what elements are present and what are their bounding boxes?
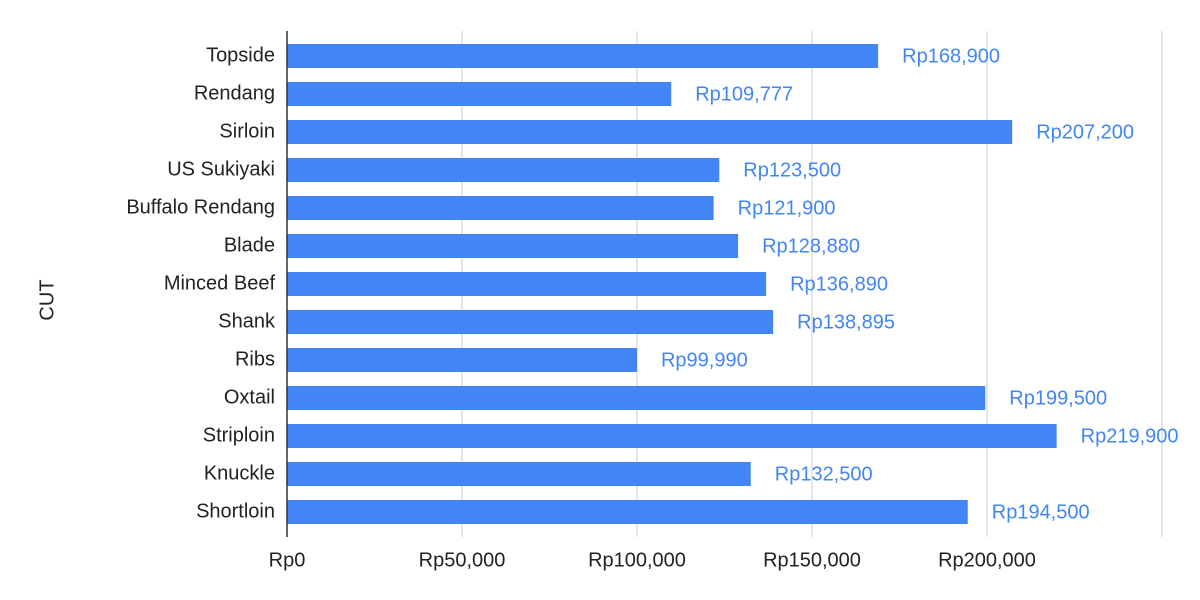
y-tick-label: US Sukiyaki: [167, 158, 275, 180]
y-tick-label: Striploin: [203, 424, 275, 446]
y-tick-label: Shank: [218, 310, 276, 332]
value-label: Rp132,500: [775, 463, 873, 485]
value-label: Rp168,900: [902, 45, 1000, 67]
value-label: Rp109,777: [695, 83, 793, 105]
y-tick-label: Topside: [206, 44, 275, 66]
bar: [287, 348, 637, 372]
bar: [287, 310, 774, 334]
y-tick-label: Sirloin: [219, 120, 275, 142]
x-tick-label: Rp0: [269, 549, 306, 571]
y-tick-label: Shortloin: [196, 500, 275, 522]
x-tick-label: Rp50,000: [419, 549, 506, 571]
bar: [287, 196, 714, 220]
bar: [287, 424, 1057, 448]
y-tick-label: Buffalo Rendang: [126, 196, 275, 218]
value-label: Rp99,990: [661, 349, 748, 371]
bar: [287, 500, 968, 524]
y-tick-label: Knuckle: [204, 462, 275, 484]
value-label: Rp121,900: [738, 197, 836, 219]
bar: [287, 462, 751, 486]
bar: [287, 386, 986, 410]
y-tick-label: Ribs: [235, 348, 275, 370]
value-label: Rp194,500: [992, 501, 1090, 523]
y-tick-label: Rendang: [194, 82, 275, 104]
x-tick-label: Rp150,000: [763, 549, 861, 571]
value-label: Rp207,200: [1036, 121, 1134, 143]
bar: [287, 120, 1013, 144]
value-label: Rp219,900: [1081, 425, 1179, 447]
bar: [287, 158, 720, 182]
bar: [287, 234, 739, 258]
value-label: Rp123,500: [743, 159, 841, 181]
value-label: Rp136,890: [790, 273, 888, 295]
y-axis-label: CUT: [36, 279, 58, 320]
bar: [287, 44, 879, 68]
value-label: Rp199,500: [1009, 387, 1107, 409]
y-tick-label: Minced Beef: [164, 272, 276, 294]
bar: [287, 82, 672, 106]
y-tick-label: Blade: [224, 234, 275, 256]
x-tick-label: Rp100,000: [588, 549, 686, 571]
x-tick-label: Rp200,000: [938, 549, 1036, 571]
y-tick-label: Oxtail: [224, 386, 275, 408]
value-label: Rp138,895: [797, 311, 895, 333]
bar: [287, 272, 767, 296]
value-label: Rp128,880: [762, 235, 860, 257]
